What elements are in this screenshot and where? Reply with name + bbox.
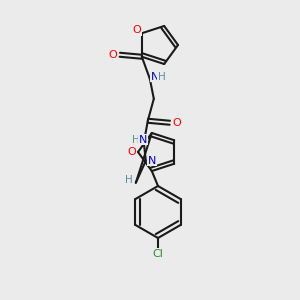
Text: H: H [158,72,166,82]
Text: N: N [148,156,156,166]
Text: O: O [108,50,117,60]
Text: Cl: Cl [153,249,164,259]
Text: O: O [132,25,141,35]
Text: H: H [132,135,140,145]
Text: N: N [139,135,147,145]
Text: O: O [172,118,181,128]
Text: N: N [151,72,159,82]
Text: H: H [125,175,133,185]
Text: O: O [128,147,136,157]
